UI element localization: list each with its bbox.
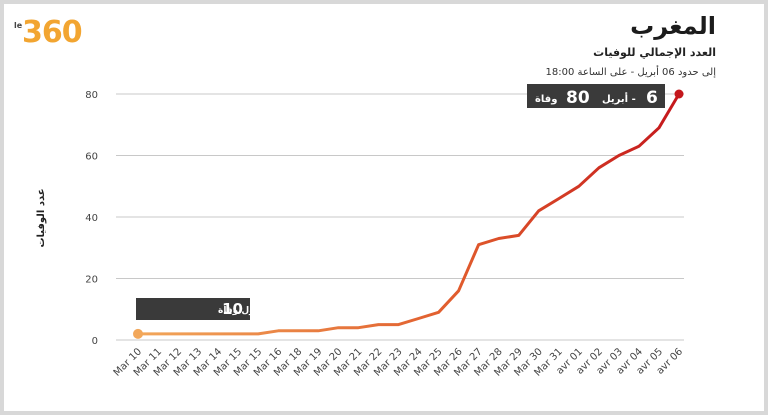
last-point-marker	[674, 89, 684, 99]
annotation-number-right: 6	[646, 88, 658, 108]
logo-prefix: le	[14, 21, 23, 30]
y-tick-label: 80	[85, 90, 98, 101]
annotation-text: مارس - أول وفاة	[218, 304, 294, 316]
annotation-box	[527, 84, 665, 108]
annotation-text-left: وفاة	[535, 94, 557, 105]
y-tick-label: 20	[85, 275, 98, 286]
grid-lines	[116, 93, 684, 341]
y-tick-label: 0	[92, 336, 98, 347]
series-line-path	[136, 92, 681, 336]
annotation-number: 10	[222, 300, 243, 318]
y-axis-ticks: 0 20 40 60 80	[85, 90, 98, 347]
annotation-box	[136, 298, 250, 320]
y-tick-label: 40	[85, 213, 98, 224]
chart-title: المغرب	[630, 12, 716, 40]
annotation-text-mid: أبريل -	[602, 92, 636, 105]
annotation-number-left: 80	[566, 88, 590, 108]
series-line	[133, 89, 684, 339]
chart-timestamp: إلى حدود 06 أبريل - على الساعة 18:00	[545, 67, 716, 78]
y-tick-label: 60	[85, 152, 98, 163]
first-point-marker	[133, 328, 143, 339]
le360-logo: le 360	[14, 15, 83, 50]
chart-subtitle: العدد الإجمالي للوفيات	[593, 46, 716, 59]
last-death-annotation: وفاة 80 أبريل - 6	[527, 84, 665, 108]
y-axis-label: عدد الوفيات	[36, 188, 47, 247]
logo-text: 360	[22, 15, 83, 50]
